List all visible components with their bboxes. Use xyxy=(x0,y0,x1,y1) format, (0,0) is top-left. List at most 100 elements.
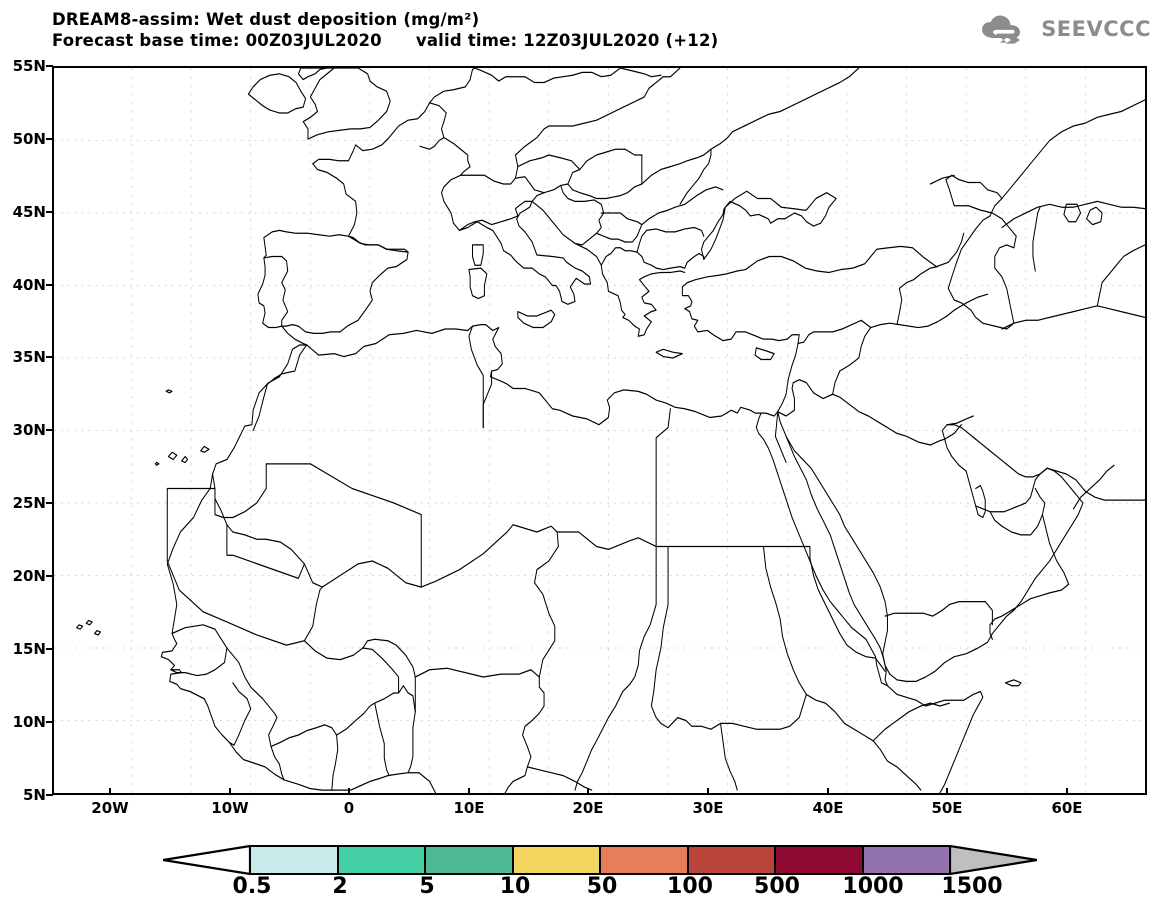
xtick-mark-20E xyxy=(587,788,589,795)
border-bulgaria-romania xyxy=(636,226,705,253)
ytick-mark-20N xyxy=(46,575,53,577)
xtick-mark-0 xyxy=(348,788,350,795)
border-slovenia-italy xyxy=(531,192,545,203)
border-burkina xyxy=(303,640,400,694)
border-kuwait xyxy=(944,424,962,440)
ytick-label-10N: 10N xyxy=(12,713,46,731)
colorbar-label-4: 50 xyxy=(586,874,618,899)
colorbar-over-arrow xyxy=(948,845,1037,875)
tenerife xyxy=(167,451,178,461)
border-lithuania xyxy=(619,68,662,78)
map-plot-area[interactable] xyxy=(52,66,1147,795)
border-ethiopia-south xyxy=(762,545,922,791)
border-ghana-togo xyxy=(336,702,390,777)
title-line-2: Forecast base time: 00Z03JUL2020 valid ti… xyxy=(52,30,718,51)
xtick-label-40E: 40E xyxy=(812,799,844,817)
xtick-label-30E: 30E xyxy=(692,799,724,817)
ytick-mark-40N xyxy=(46,284,53,286)
coast-scotland-partial xyxy=(297,68,335,81)
border-czech-germany xyxy=(514,125,550,168)
coast-makran xyxy=(1046,467,1145,501)
colorbar-segment-3[interactable] xyxy=(512,845,600,875)
colorbar-extend-arrows xyxy=(163,845,1037,875)
gulf-of-aqaba xyxy=(774,411,787,464)
border-egypt-sudan xyxy=(667,545,811,559)
seevccc-logo: SEEVCCC xyxy=(980,14,1151,44)
border-tunisia-libya xyxy=(482,370,493,429)
coast-greece-balkans xyxy=(531,200,686,337)
coast-great-britain-south xyxy=(302,68,391,140)
border-congo-gabon-north xyxy=(526,766,593,791)
fuerteventura xyxy=(200,445,210,453)
border-portugal-spain xyxy=(263,255,289,327)
border-algeria xyxy=(212,463,422,588)
colorbar-segment-2[interactable] xyxy=(425,845,513,875)
coastlines-and-borders xyxy=(76,68,1145,793)
border-south-sudan xyxy=(720,693,807,730)
border-greece-north xyxy=(600,247,686,271)
figure-title-block: DREAM8-assim: Wet dust deposition (mg/m²… xyxy=(52,9,718,52)
ytick-mark-50N xyxy=(46,138,53,140)
border-romania-coast-ukraine xyxy=(641,186,724,226)
border-uae-oman xyxy=(989,487,1046,536)
valid-time: valid time: 12Z03JUL2020 (+12) xyxy=(415,31,719,51)
colorbar[interactable] xyxy=(163,845,1037,875)
ytick-label-5N: 5N xyxy=(23,786,46,804)
aral-sea-east xyxy=(1086,206,1103,226)
border-spain-france xyxy=(348,235,409,253)
ytick-mark-5N xyxy=(46,794,53,796)
colorbar-segment-1[interactable] xyxy=(337,845,425,875)
border-ukraine-north xyxy=(641,131,733,185)
border-iran-turkmenistan xyxy=(1001,305,1145,330)
ytick-mark-55N xyxy=(46,65,53,67)
xtick-label-20W: 20W xyxy=(91,799,129,817)
cape-verde-1 xyxy=(85,619,93,626)
border-egypt-libya xyxy=(655,408,671,548)
coast-black-sea-south-caucasus xyxy=(745,232,965,274)
border-israel-jordan xyxy=(777,382,795,417)
ytick-label-40N: 40N xyxy=(12,276,46,294)
title-line-1: DREAM8-assim: Wet dust deposition (mg/m²… xyxy=(52,10,480,29)
ytick-mark-25N xyxy=(46,502,53,504)
ytick-mark-35N xyxy=(46,356,53,358)
ytick-label-20N: 20N xyxy=(12,567,46,585)
border-somalia-ethiopia xyxy=(872,702,950,742)
ytick-mark-45N xyxy=(46,211,53,213)
ytick-mark-30N xyxy=(46,429,53,431)
border-turkmenistan-afghan xyxy=(1096,244,1145,307)
border-serbia-bulgaria-north xyxy=(596,223,643,243)
colorbar-label-3: 10 xyxy=(499,874,531,899)
colorbar-segment-4[interactable] xyxy=(600,845,688,875)
crete xyxy=(655,348,683,359)
border-tunisia-algeria xyxy=(468,325,484,429)
border-mauritania-mali xyxy=(166,560,323,646)
gran-canaria xyxy=(181,455,189,464)
colorbar-label-2: 5 xyxy=(419,874,435,899)
border-russia-ukraine-ne xyxy=(731,68,860,133)
caspian-sea xyxy=(945,174,1017,330)
border-turkmenistan-uzbek xyxy=(1032,206,1041,272)
colorbar-segment-5[interactable] xyxy=(687,845,775,875)
xtick-label-10E: 10E xyxy=(453,799,485,817)
coast-ireland xyxy=(247,73,307,114)
border-austria-italy xyxy=(474,174,569,194)
border-chad-car xyxy=(556,531,657,751)
colorbar-label-5: 100 xyxy=(667,874,713,899)
border-russia-kazakh-west xyxy=(929,174,955,185)
coast-iberia xyxy=(257,229,409,346)
border-serbia-romania xyxy=(600,212,643,226)
border-cameroon-south xyxy=(504,786,509,793)
coast-black-sea-north xyxy=(700,190,837,261)
red-sea-west-coast xyxy=(755,411,888,687)
cape-verde-3 xyxy=(94,629,102,636)
colorbar-segment-7[interactable] xyxy=(862,845,950,875)
corsica xyxy=(472,244,484,266)
border-ivorycoast-ghana xyxy=(270,724,339,791)
xtick-mark-10W xyxy=(229,788,231,795)
colorbar-segment-0[interactable] xyxy=(250,845,338,875)
ytick-label-25N: 25N xyxy=(12,494,46,512)
colorbar-segment-6[interactable] xyxy=(775,845,863,875)
ytick-label-55N: 55N xyxy=(12,57,46,75)
border-sierra-leone-liberia xyxy=(228,682,252,746)
